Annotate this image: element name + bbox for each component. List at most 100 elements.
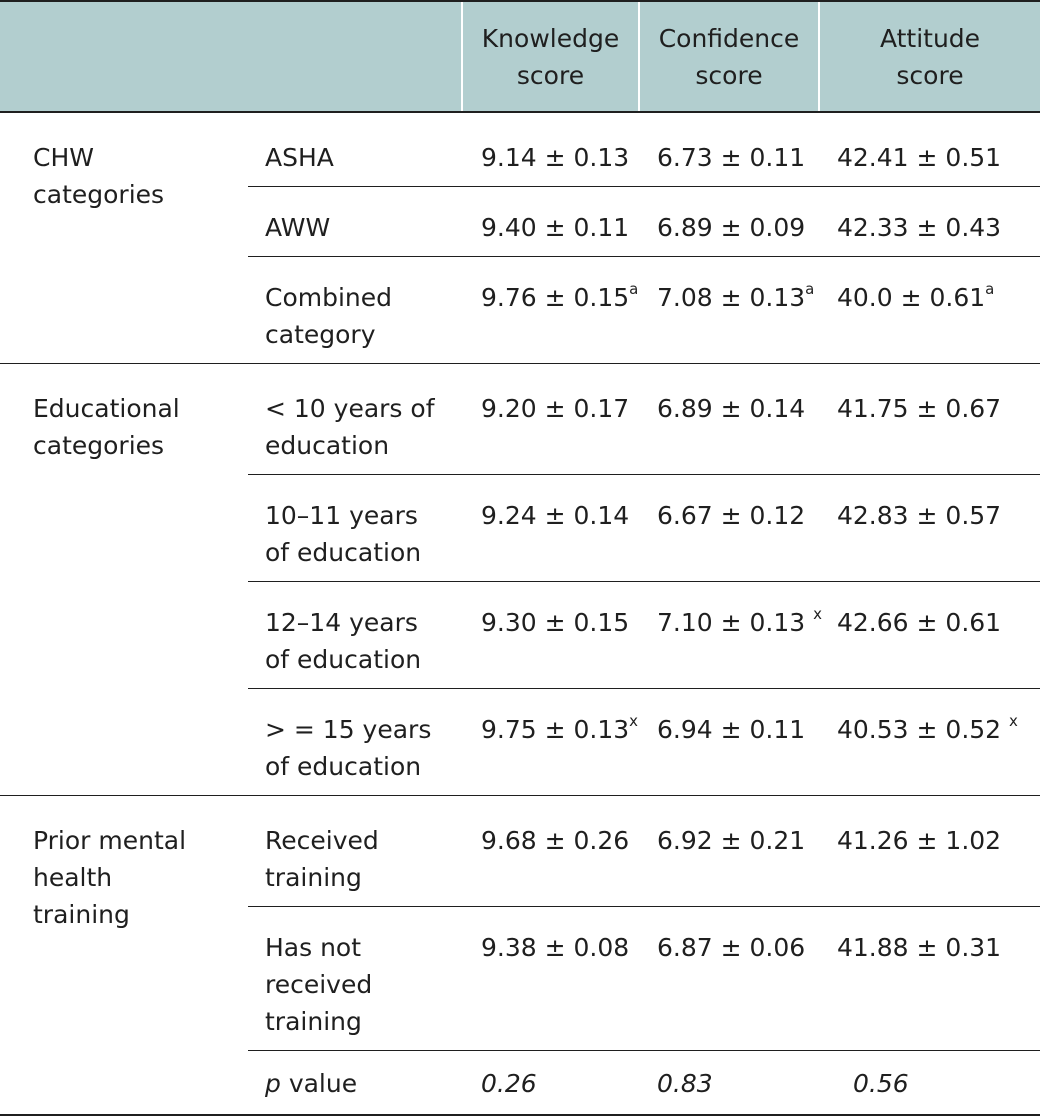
group-label-line: Educational (33, 394, 180, 423)
knowledge-cell: 9.68 ± 0.26 (462, 795, 639, 907)
row-label: ASHA (248, 112, 462, 187)
attitude-cell-value: 41.88 ± 0.31 (837, 933, 1002, 962)
row-label: Has not received training (248, 906, 462, 1051)
confidence-cell: 7.08 ± 0.13a (639, 256, 819, 364)
header-attitude-score: Attitude score (818, 0, 1040, 113)
row-label-line: AWW (265, 213, 331, 242)
knowledge-cell-value: 9.40 ± 0.11 (481, 213, 630, 242)
header-attitude-line2: score (896, 60, 964, 90)
attitude-cell: 42.33 ± 0.43 (819, 186, 1040, 257)
knowledge-cell: 9.24 ± 0.14 (462, 474, 639, 582)
knowledge-cell: 9.14 ± 0.13 (462, 112, 639, 187)
table-row: Educational categories < 10 years of educat… (0, 363, 1040, 796)
group-label: Prior mental health training (0, 795, 248, 1051)
attitude-cell: 41.26 ± 1.02 (819, 795, 1040, 907)
knowledge-cell-value: 9.38 ± 0.08 (481, 933, 630, 962)
header-confidence-score: Confidence score (638, 0, 819, 113)
table-row: Has not received training 9.38 ± 0.08 6.87 ±… (0, 906, 1040, 1051)
attitude-cell: 41.75 ± 0.67 (819, 363, 1040, 475)
pvalue-label-rest: value (280, 1069, 358, 1098)
row-label-line: of education (265, 752, 422, 781)
row-label: 10–11 years of education (248, 474, 462, 582)
confidence-cell-superscript: x (813, 605, 823, 623)
row-label-line: > = 15 years (265, 715, 432, 744)
row-label-line: 12–14 years (265, 608, 418, 637)
row-label-line: category (265, 320, 376, 349)
table-row: Combined category 9.76 ± 0.15a 7.08 ± 0.13a… (0, 256, 1040, 364)
attitude-cell: 40.53 ± 0.52 x (819, 688, 1040, 796)
row-label: < 10 years of education (248, 363, 462, 475)
header-confidence-line2: score (695, 60, 763, 90)
knowledge-cell-value: 9.76 ± 0.15 (481, 283, 630, 312)
group-label-line: health (33, 863, 113, 892)
knowledge-cell-superscript: x (629, 712, 639, 730)
knowledge-cell: 9.40 ± 0.11 (462, 186, 639, 257)
header-knowledge-line1: Knowledge (481, 23, 620, 53)
attitude-cell-value: 40.53 ± 0.52 (837, 715, 1010, 744)
row-label-line: education (265, 431, 390, 460)
group-label-line: training (33, 900, 130, 929)
confidence-cell-value: 7.10 ± 0.13 (657, 608, 814, 637)
table-row: > = 15 years of education 9.75 ± 0.13x 6.94… (0, 688, 1040, 796)
attitude-cell: 42.66 ± 0.61 (819, 581, 1040, 689)
knowledge-cell-value: 9.68 ± 0.26 (481, 826, 630, 855)
confidence-cell-value: 6.73 ± 0.11 (657, 143, 806, 172)
row-label-line: received (265, 970, 373, 999)
table-row: 12–14 years of education 9.30 ± 0.15 7.10 ±… (0, 581, 1040, 689)
row-label-line: 10–11 years (265, 501, 418, 530)
row-label: Combined category (248, 256, 462, 364)
header-attitude-line1: Attitude (879, 23, 981, 53)
pvalue-attitude: 0.56 (819, 1050, 1040, 1116)
row-label-line: of education (265, 538, 422, 567)
confidence-cell-value: 6.89 ± 0.09 (657, 213, 806, 242)
header-confidence-line1: Confidence (658, 23, 800, 53)
table-row: 10–11 years of education 9.24 ± 0.14 6.67 ±… (0, 474, 1040, 582)
table-row: AWW 9.40 ± 0.11 6.89 ± 0.09 42.33 ± 0.43 (0, 186, 1040, 257)
row-label: 12–14 years of education (248, 581, 462, 689)
row-label-line: training (265, 863, 362, 892)
attitude-cell: 41.88 ± 0.31 (819, 906, 1040, 1051)
attitude-cell-value: 42.83 ± 0.57 (837, 501, 1002, 530)
confidence-cell: 6.87 ± 0.06 (639, 906, 819, 1051)
confidence-cell: 6.89 ± 0.14 (639, 363, 819, 475)
attitude-cell-value: 42.33 ± 0.43 (837, 213, 1002, 242)
pvalue-empty-cell (0, 1050, 248, 1116)
knowledge-cell-superscript: a (629, 280, 639, 298)
attitude-cell-value: 41.26 ± 1.02 (837, 826, 1002, 855)
row-label-line: of education (265, 645, 422, 674)
group-label-line: CHW (33, 143, 94, 172)
confidence-cell: 6.73 ± 0.11 (639, 112, 819, 187)
knowledge-cell: 9.75 ± 0.13x (462, 688, 639, 796)
confidence-cell-value: 6.89 ± 0.14 (657, 394, 806, 423)
header-knowledge-line2: score (516, 60, 585, 90)
confidence-cell-value: 6.92 ± 0.21 (657, 826, 806, 855)
attitude-cell: 40.0 ± 0.61a (819, 256, 1040, 364)
knowledge-cell: 9.20 ± 0.17 (462, 363, 639, 475)
pvalue-row: p value 0.26 0.83 0.56 (0, 1050, 1040, 1116)
group-label-line: categories (33, 431, 165, 460)
confidence-cell-value: 7.08 ± 0.13 (657, 283, 806, 312)
attitude-cell-value: 40.0 ± 0.61 (837, 283, 986, 312)
header-empty-1 (0, 0, 248, 113)
table-header-row: Knowledge score Confidence score Attitud… (0, 0, 1040, 113)
group-label-line: categories (33, 180, 165, 209)
row-label-line: ASHA (265, 143, 334, 172)
row-label-line: Has not (265, 933, 362, 962)
confidence-cell-value: 6.67 ± 0.12 (657, 501, 806, 530)
pvalue-label-p: p (265, 1069, 281, 1098)
knowledge-cell-value: 9.20 ± 0.17 (481, 394, 630, 423)
confidence-cell: 6.94 ± 0.11 (639, 688, 819, 796)
knowledge-cell-value: 9.75 ± 0.13 (481, 715, 630, 744)
confidence-cell: 6.89 ± 0.09 (639, 186, 819, 257)
group-label-line: Prior mental (33, 826, 187, 855)
pvalue-label: p value (248, 1050, 462, 1116)
knowledge-cell: 9.30 ± 0.15 (462, 581, 639, 689)
attitude-cell-value: 42.66 ± 0.61 (837, 608, 1002, 637)
attitude-cell-value: 41.75 ± 0.67 (837, 394, 1002, 423)
attitude-cell: 42.83 ± 0.57 (819, 474, 1040, 582)
confidence-cell: 6.67 ± 0.12 (639, 474, 819, 582)
knowledge-cell: 9.76 ± 0.15a (462, 256, 639, 364)
header-empty-2 (248, 0, 462, 113)
confidence-cell-value: 6.94 ± 0.11 (657, 715, 806, 744)
